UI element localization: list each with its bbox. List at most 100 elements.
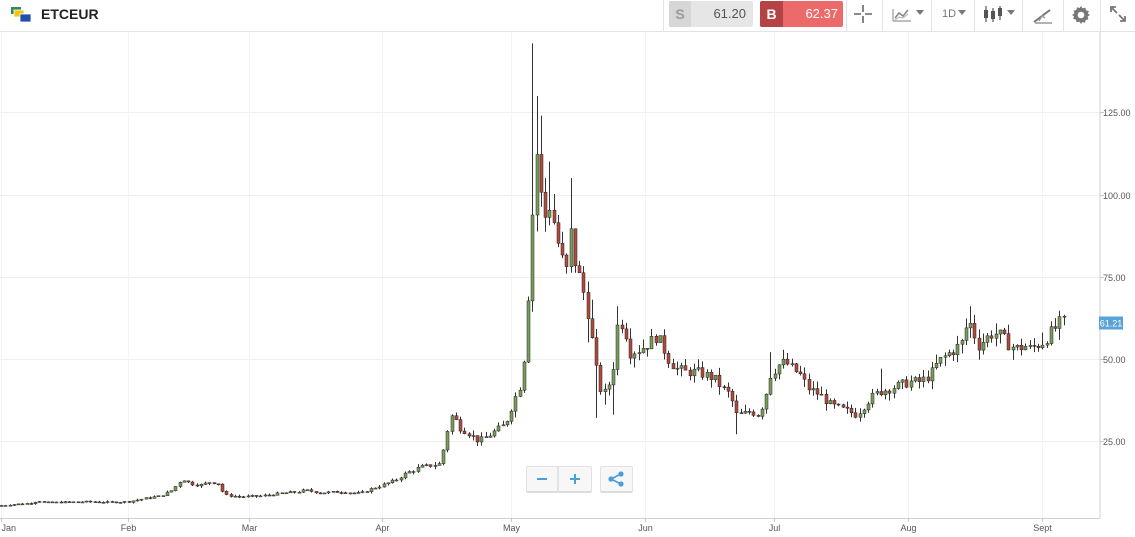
candle-body <box>496 425 501 432</box>
candle-body <box>972 323 977 339</box>
share-icon <box>608 471 624 487</box>
candle-body <box>773 373 778 379</box>
zoom-out-button[interactable] <box>526 466 558 493</box>
drawing-tools-button[interactable] <box>1023 0 1061 31</box>
x-tick-label: May <box>503 523 521 533</box>
candle-body <box>169 490 174 493</box>
candle-body <box>547 209 552 218</box>
candle-body <box>165 491 170 496</box>
candle-body <box>331 491 336 493</box>
candle-body <box>938 357 943 364</box>
candle-body <box>564 254 569 267</box>
candle-body <box>577 265 582 273</box>
candle-body <box>105 501 110 503</box>
candle-body <box>59 501 64 504</box>
candle-body <box>743 411 748 414</box>
candle-body <box>926 376 931 382</box>
candle-body <box>934 363 939 369</box>
sell-button[interactable]: S 61.20 <box>669 1 753 27</box>
candle-body <box>369 488 374 492</box>
crosshair-button[interactable] <box>847 0 880 31</box>
candle-body <box>836 403 841 406</box>
candle-body <box>858 413 863 418</box>
candle-body <box>807 379 812 391</box>
candle-body <box>1015 345 1020 348</box>
candle-body <box>318 492 323 495</box>
candle-body <box>679 365 684 369</box>
candle-body <box>522 361 527 391</box>
candle-body <box>195 484 200 487</box>
candle-body <box>1028 345 1033 347</box>
candle-body <box>603 388 608 392</box>
candle-body <box>607 384 612 390</box>
candle-body <box>700 367 705 378</box>
gear-icon <box>1072 6 1090 24</box>
candle-body <box>611 369 616 386</box>
candle-body <box>139 498 144 501</box>
candle-body <box>853 412 858 418</box>
candle-body <box>0 505 4 507</box>
candle-style-button[interactable] <box>975 0 1021 31</box>
candle-body <box>50 501 55 504</box>
share-button[interactable] <box>600 466 633 493</box>
candle-body <box>67 501 72 503</box>
x-tick-label: Feb <box>121 523 137 533</box>
candle-body <box>921 376 926 382</box>
candle-body <box>365 491 370 493</box>
period-selector[interactable]: 1D <box>932 0 972 31</box>
candle-body <box>297 491 302 494</box>
candle-body <box>828 400 833 405</box>
line-chart-icon <box>892 9 911 22</box>
divider <box>1063 0 1064 31</box>
candle-body <box>445 431 450 451</box>
candle-body <box>683 365 688 371</box>
candle-body <box>80 501 85 504</box>
candle-body <box>509 410 514 422</box>
candle-body <box>424 464 429 466</box>
plus-icon <box>570 474 580 484</box>
candle-body <box>37 501 42 503</box>
candle-body <box>526 300 531 363</box>
candle-body <box>360 491 365 493</box>
candle-body <box>118 502 123 504</box>
candle-body <box>356 492 361 494</box>
y-axis-ticks: 25.00 50.00 75.00 100.00 125.00 <box>1100 108 1131 447</box>
chart-type-button[interactable] <box>883 0 928 31</box>
candle-body <box>917 377 922 382</box>
x-tick-label: Sept <box>1033 523 1052 533</box>
candle-body <box>785 358 790 365</box>
candle-body <box>768 377 773 395</box>
x-axis-ticks: Jan Feb Mar Apr May Jun Jul Aug Sept <box>1 518 1052 533</box>
candle-body <box>615 324 620 370</box>
candle-body <box>377 486 382 489</box>
candle-body <box>110 501 115 503</box>
candle-body <box>543 191 548 218</box>
candle-body <box>63 501 68 504</box>
candle-body <box>131 500 136 503</box>
settings-button[interactable] <box>1064 0 1098 31</box>
price-chart[interactable]: 25.00 50.00 75.00 100.00 125.00 Jan Feb Mar Apr… <box>0 32 1135 537</box>
fullscreen-button[interactable] <box>1101 0 1135 31</box>
buy-button[interactable]: B 62.37 <box>760 1 843 27</box>
candle-body <box>1036 346 1041 349</box>
candle-body <box>173 486 178 491</box>
zoom-in-button[interactable] <box>558 466 592 493</box>
x-tick-label: Mar <box>242 523 258 533</box>
candle-body <box>101 502 106 504</box>
candle-body <box>760 408 765 417</box>
candle-body <box>713 374 718 380</box>
divider <box>1100 0 1101 31</box>
candle-body <box>1011 346 1016 351</box>
candle-body <box>1032 345 1037 347</box>
candle-body <box>794 363 799 373</box>
candle-body <box>628 338 633 359</box>
candle-body <box>203 482 208 485</box>
candle-body <box>573 228 578 267</box>
candle-body <box>382 483 387 488</box>
candle-body <box>790 363 795 365</box>
candle-body <box>870 392 875 405</box>
candle-body <box>71 501 76 504</box>
candle-body <box>866 403 871 411</box>
candle-body <box>671 363 676 370</box>
candle-body <box>624 328 629 340</box>
